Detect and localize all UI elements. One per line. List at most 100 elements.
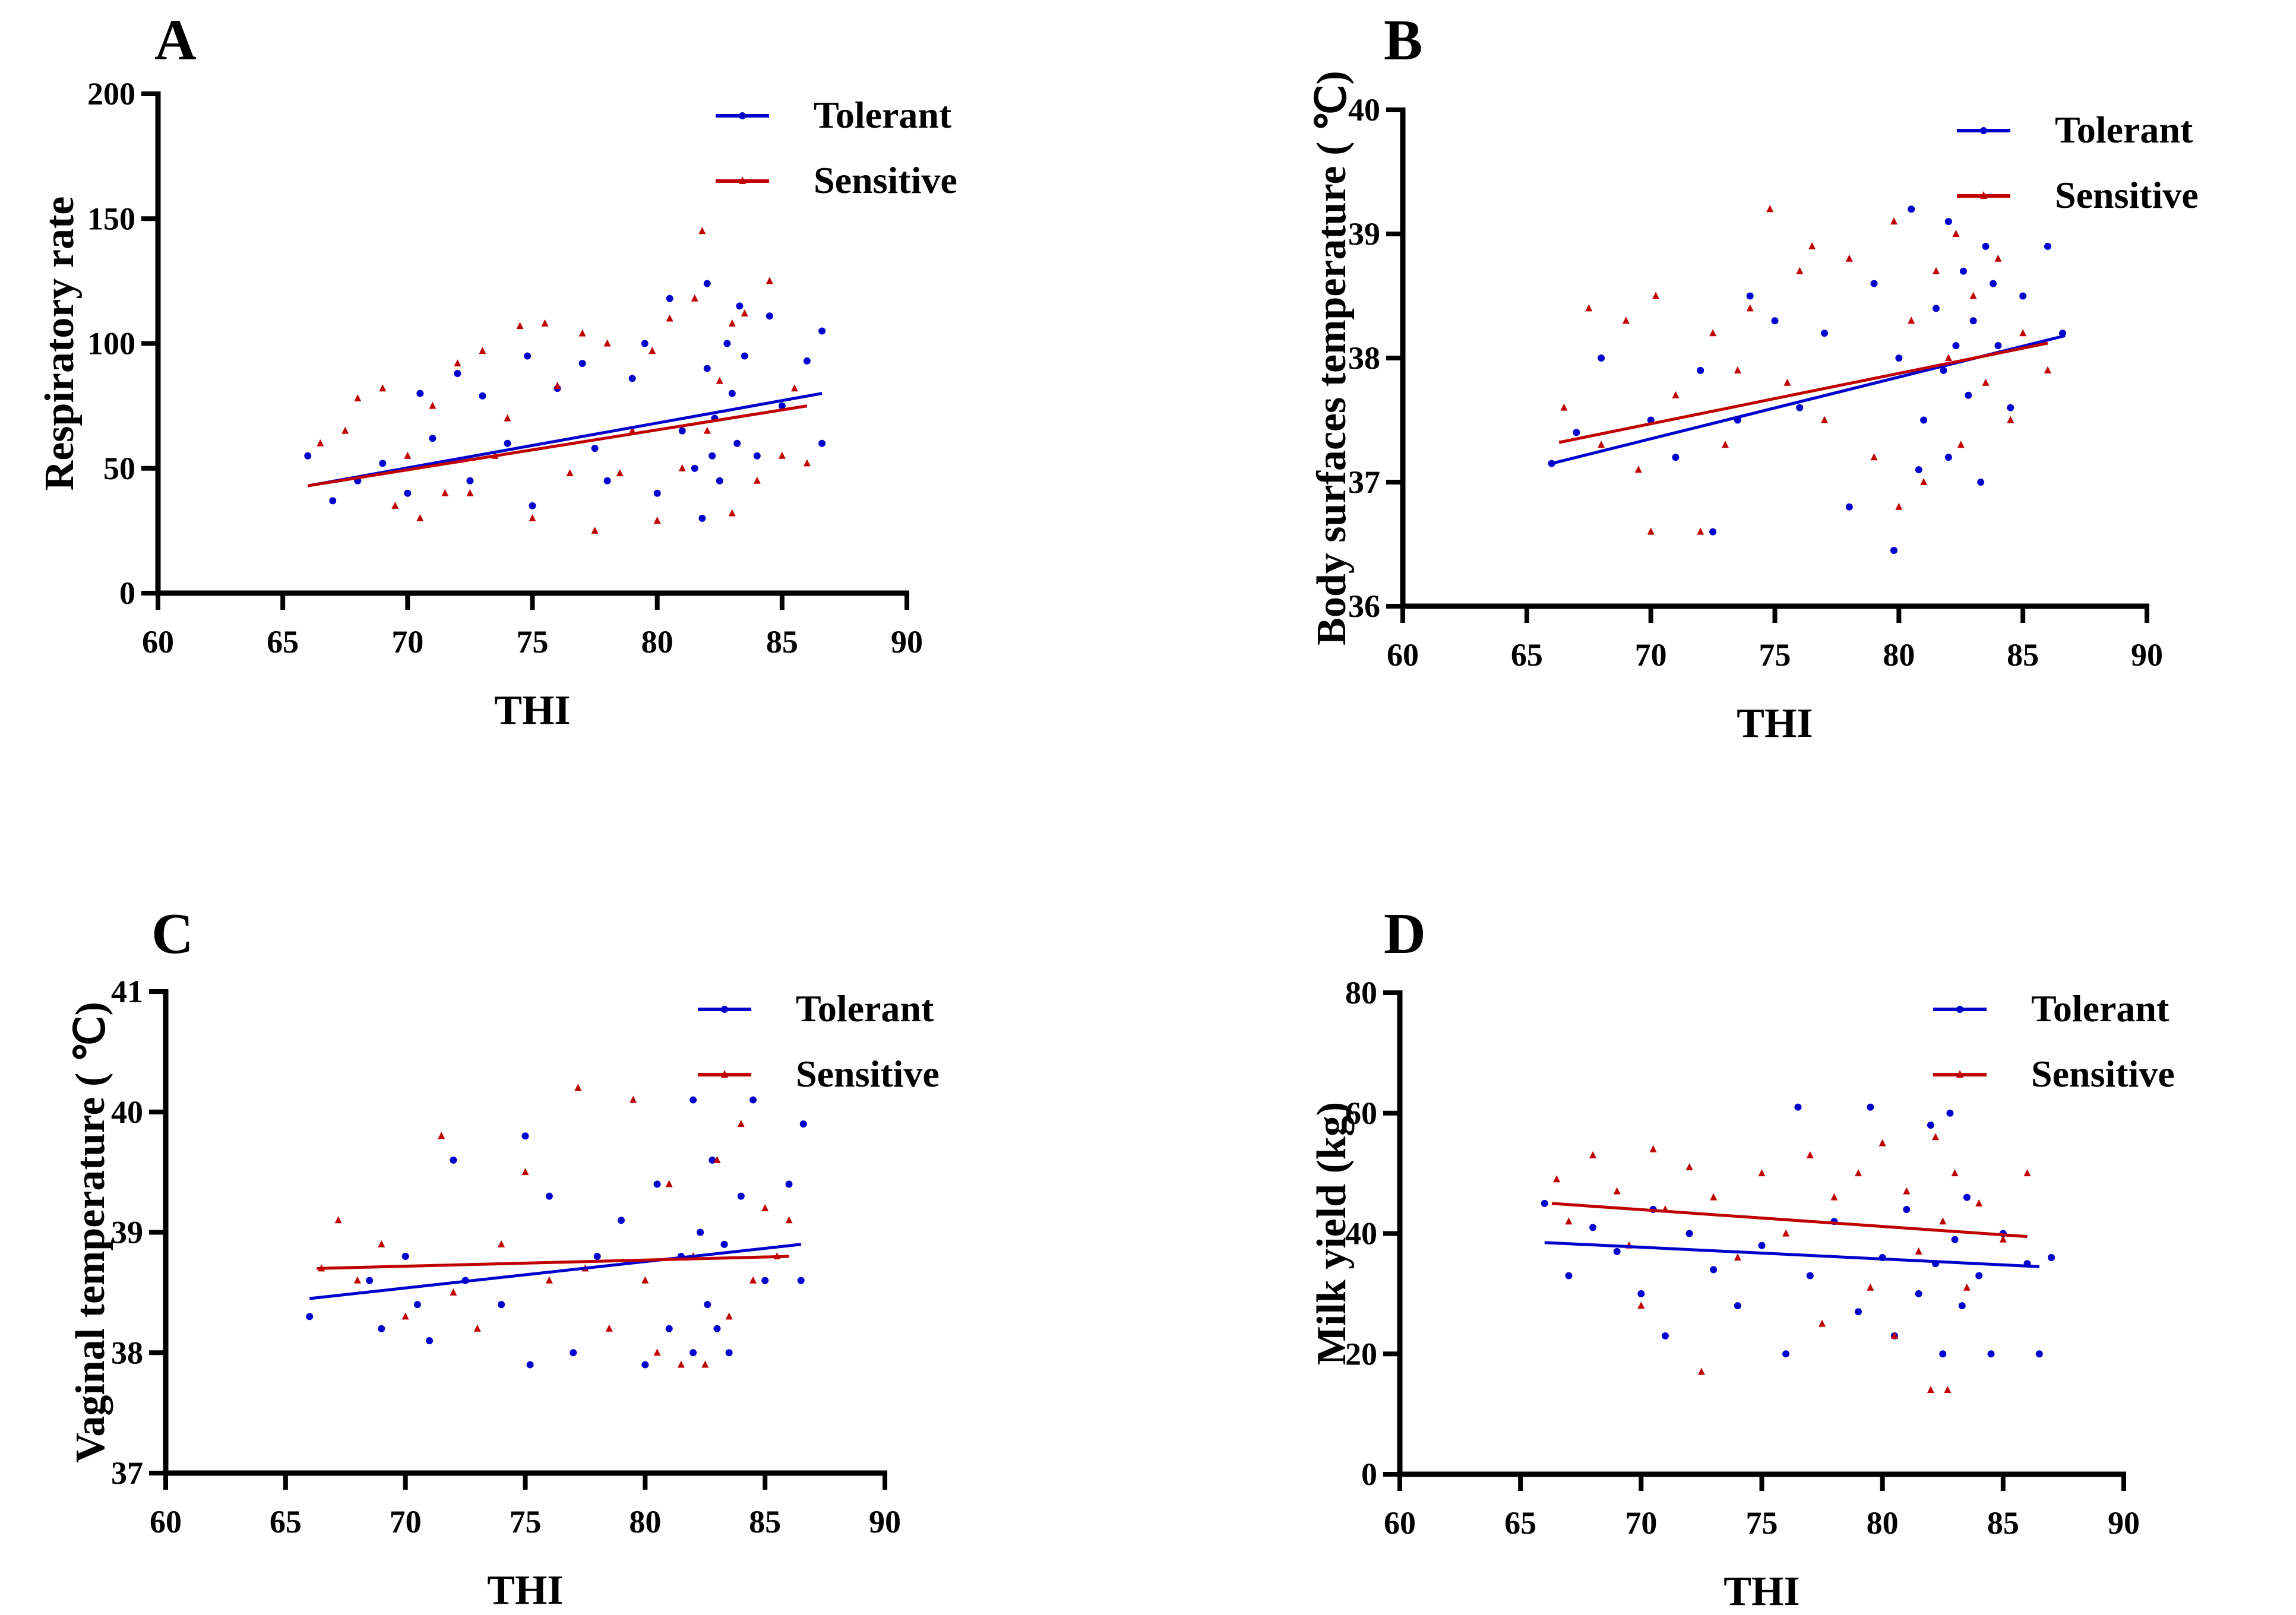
x-tick-label: 60	[1387, 637, 1419, 673]
data-point-tolerant	[524, 352, 532, 360]
data-point-tolerant	[1637, 1290, 1645, 1297]
data-point-sensitive	[1758, 1169, 1766, 1177]
data-point-sensitive	[1746, 304, 1754, 312]
fit-line-sensitive	[1558, 341, 2048, 444]
data-point-tolerant	[504, 439, 511, 447]
x-tick-label: 65	[1511, 637, 1543, 673]
data-point-sensitive	[1796, 267, 1804, 274]
x-tick-label: 75	[1746, 1505, 1778, 1541]
x-tick-label: 90	[869, 1504, 901, 1540]
data-point-tolerant	[1613, 1247, 1621, 1255]
data-point-tolerant	[733, 439, 741, 447]
data-point-sensitive	[1808, 242, 1816, 249]
data-point-sensitive	[1553, 1175, 1561, 1183]
data-point-tolerant	[723, 340, 731, 347]
data-point-tolerant	[570, 1349, 577, 1357]
data-point-sensitive	[591, 526, 599, 534]
panel-letter: A	[154, 8, 197, 72]
data-point-tolerant	[304, 452, 312, 460]
data-point-tolerant	[704, 1301, 711, 1309]
data-point-tolerant	[1920, 416, 1928, 424]
y-tick-label: 150	[87, 201, 135, 236]
data-point-sensitive	[429, 401, 437, 409]
panel-c: C 60 65 70 75 80 85 90 37 38 39 40 41 THI Vaginal temp…	[68, 902, 940, 1613]
data-point-sensitive	[2019, 329, 2027, 337]
data-point-tolerant	[1890, 546, 1897, 554]
data-point-tolerant	[593, 1253, 601, 1261]
x-axis-title: THI	[494, 688, 570, 733]
series-tolerant	[306, 1096, 807, 1369]
data-point-sensitive	[334, 1216, 342, 1224]
data-point-tolerant	[709, 1156, 716, 1164]
data-point-sensitive	[516, 322, 524, 330]
data-point-tolerant	[1697, 366, 1704, 374]
legend-label: Tolerant	[2055, 109, 2193, 151]
data-point-tolerant	[1969, 317, 1977, 325]
data-point-tolerant	[1903, 1205, 1911, 1213]
data-point-tolerant	[1915, 1290, 1922, 1297]
data-point-tolerant	[329, 497, 337, 505]
data-point-tolerant	[1951, 1236, 1959, 1243]
data-point-tolerant	[1758, 1242, 1766, 1249]
data-point-tolerant	[690, 1349, 697, 1357]
data-point-tolerant	[413, 1301, 421, 1309]
panel-a: A 60 65 70 75 80 85 90 0 50 100 150 200 THI Respirator…	[37, 8, 957, 733]
data-point-tolerant	[741, 352, 748, 360]
data-point-tolerant	[1987, 1350, 1995, 1358]
data-point-sensitive	[1963, 1283, 1971, 1291]
data-point-tolerant	[1672, 454, 1680, 461]
data-point-sensitive	[473, 1324, 481, 1332]
data-point-tolerant	[1794, 1103, 1802, 1111]
fit-line-sensitive	[317, 1255, 789, 1270]
x-tick-label: 85	[749, 1504, 781, 1540]
data-point-sensitive	[1952, 230, 1960, 237]
data-point-tolerant	[1952, 342, 1960, 350]
x-tick-label: 90	[2131, 637, 2163, 673]
data-point-sensitive	[341, 426, 349, 434]
data-point-tolerant	[1709, 528, 1717, 536]
y-tick-label: 80	[1345, 975, 1377, 1011]
data-point-sensitive	[1819, 1319, 1826, 1327]
data-point-sensitive	[317, 439, 324, 446]
data-point-sensitive	[1598, 441, 1605, 448]
data-point-sensitive	[1766, 205, 1774, 213]
data-point-sensitive	[1709, 329, 1717, 337]
legend-marker-triangle	[721, 1070, 728, 1078]
data-point-tolerant	[1975, 1272, 1983, 1280]
y-tick-label: 40	[111, 1094, 143, 1130]
y-tick-label: 20	[1345, 1336, 1377, 1372]
x-tick-label: 80	[629, 1504, 661, 1540]
y-tick-label: 40	[1348, 92, 1380, 128]
data-point-sensitive	[677, 1360, 685, 1368]
x-tick-label: 65	[1504, 1505, 1536, 1541]
data-point-sensitive	[653, 517, 661, 524]
data-point-tolerant	[641, 1361, 649, 1369]
data-point-tolerant	[378, 1325, 385, 1332]
panel-d: D 60 65 70 75 80 85 90 0 20 40 60 80 THI Milk yield (k…	[1309, 902, 2175, 1614]
data-point-tolerant	[725, 1349, 733, 1357]
data-point-sensitive	[1878, 1139, 1886, 1147]
data-point-tolerant	[454, 369, 461, 377]
series-sensitive	[1560, 205, 2051, 535]
y-tick-label: 36	[1348, 588, 1380, 624]
x-tick-label: 70	[391, 624, 423, 660]
data-point-tolerant	[1589, 1224, 1597, 1231]
x-tick-label: 85	[2007, 637, 2039, 673]
data-point-tolerant	[1927, 1122, 1934, 1129]
data-point-tolerant	[401, 1253, 409, 1261]
data-point-sensitive	[379, 384, 387, 392]
data-point-sensitive	[678, 464, 686, 471]
data-point-tolerant	[818, 439, 826, 447]
legend-label: Sensitive	[796, 1053, 940, 1095]
data-point-tolerant	[797, 1277, 805, 1284]
y-tick-label: 39	[1348, 216, 1380, 252]
fit-line-tolerant	[307, 392, 823, 487]
data-point-sensitive	[698, 227, 706, 235]
data-point-sensitive	[713, 1155, 721, 1163]
data-point-tolerant	[1573, 429, 1580, 436]
x-axis-title: THI	[1723, 1569, 1800, 1614]
data-point-sensitive	[353, 1276, 361, 1284]
data-point-tolerant	[703, 280, 711, 287]
data-point-tolerant	[737, 1192, 745, 1200]
